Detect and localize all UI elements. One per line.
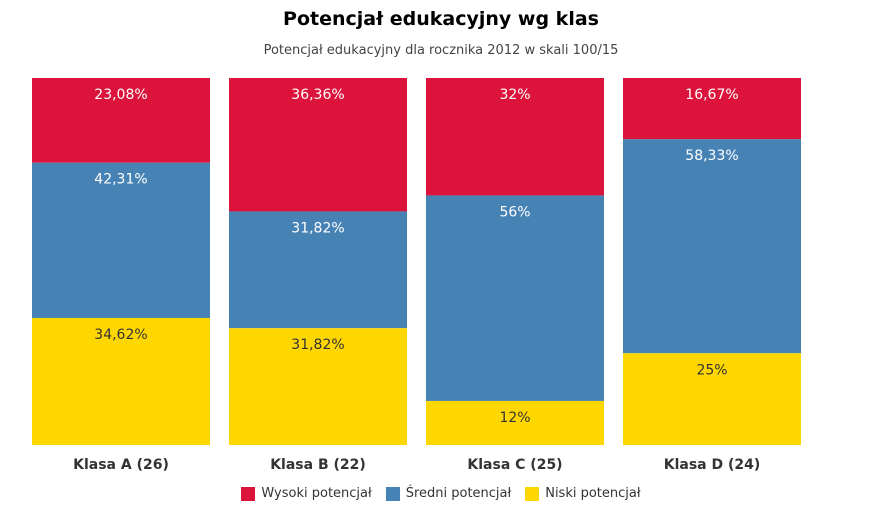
bar-segment-4-series-3[interactable]: [623, 353, 801, 445]
data-label-3-series-2: 56%: [499, 204, 530, 220]
data-label-1-series-3: 34,62%: [94, 327, 147, 343]
data-label-3-series-1: 32%: [499, 87, 530, 103]
data-label-4-series-3: 25%: [696, 362, 727, 378]
data-label-2-series-1: 36,36%: [291, 87, 344, 103]
data-label-1-series-1: 23,08%: [94, 87, 147, 103]
data-label-4-series-2: 58,33%: [685, 148, 738, 164]
bar-segment-2-series-3[interactable]: [229, 328, 407, 445]
data-label-4-series-1: 16,67%: [685, 87, 738, 103]
bar-segment-1-series-2[interactable]: [32, 162, 210, 318]
legend: Wysoki potencjał Średni potencjał Niski …: [0, 486, 882, 501]
legend-label-sredni: Średni potencjał: [405, 486, 512, 501]
data-label-3-series-3: 12%: [499, 410, 530, 426]
legend-item-wysoki[interactable]: Wysoki potencjał: [241, 486, 372, 501]
bar-segment-4-series-1[interactable]: [623, 78, 801, 140]
legend-item-sredni[interactable]: Średni potencjał: [385, 486, 512, 501]
bar-segment-1-series-1[interactable]: [32, 78, 210, 163]
data-label-2-series-3: 31,82%: [291, 337, 344, 353]
category-label-1: Klasa A (26): [73, 457, 169, 473]
chart-subtitle: Potencjał edukacyjny dla rocznika 2012 w…: [263, 43, 619, 58]
legend-label-niski: Niski potencjał: [545, 486, 641, 501]
bar-segment-2-series-2[interactable]: [229, 211, 407, 329]
legend-swatch-wysoki: [241, 486, 256, 501]
legend-item-niski[interactable]: Niski potencjał: [525, 486, 641, 501]
bar-segment-1-series-3[interactable]: [32, 317, 210, 446]
bar-segment-4-series-2[interactable]: [623, 139, 801, 354]
category-label-2: Klasa B (22): [270, 457, 366, 473]
bar-segment-3-series-1[interactable]: [426, 78, 604, 196]
legend-swatch-niski: [525, 486, 540, 501]
data-label-2-series-2: 31,82%: [291, 220, 344, 236]
bar-segment-2-series-1[interactable]: [229, 78, 407, 212]
chart-title: Potencjał edukacyjny wg klas: [283, 8, 599, 30]
legend-swatch-sredni: [385, 486, 400, 501]
stacked-bar-chart: 23,08% 42,31% 34,62% Klasa A (26) 36,36% 31,8…: [32, 78, 801, 473]
bar-segment-3-series-3[interactable]: [426, 400, 604, 445]
category-label-3: Klasa C (25): [467, 457, 562, 473]
bar-segment-3-series-2[interactable]: [426, 195, 604, 401]
category-label-4: Klasa D (24): [664, 457, 761, 473]
legend-label-wysoki: Wysoki potencjał: [261, 486, 372, 501]
data-label-1-series-2: 42,31%: [94, 172, 147, 188]
